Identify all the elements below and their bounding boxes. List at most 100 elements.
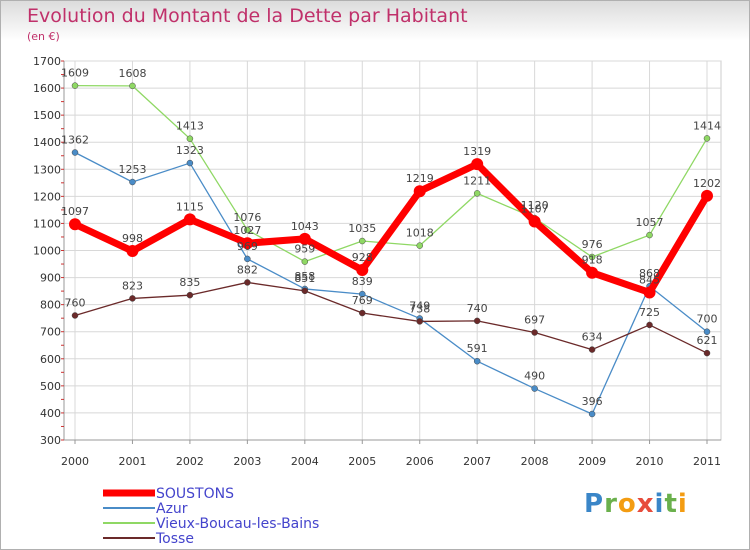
- data-point: [471, 158, 484, 171]
- x-tick-label: 2002: [176, 455, 204, 468]
- data-point: [244, 255, 251, 263]
- data-label: 823: [122, 279, 143, 292]
- data-label: 490: [524, 370, 545, 383]
- data-label: 1120: [521, 199, 549, 212]
- data-point: [186, 291, 194, 299]
- data-point: [643, 286, 656, 299]
- x-tick-label: 2005: [348, 455, 376, 468]
- data-point: [71, 312, 79, 319]
- data-label: 851: [294, 272, 315, 285]
- data-label: 749: [409, 299, 430, 312]
- data-label: 918: [582, 254, 603, 267]
- data-label: 769: [352, 294, 373, 307]
- data-point: [186, 135, 194, 142]
- series-line: [74, 151, 708, 415]
- data-label: 1018: [406, 227, 434, 240]
- data-label: 1043: [291, 220, 319, 233]
- data-point: [359, 309, 366, 317]
- data-label: 740: [467, 302, 488, 315]
- data-point: [701, 189, 713, 202]
- y-tick-label: 300: [40, 434, 61, 447]
- legend-label: SOUSTONS: [156, 486, 234, 502]
- y-tick-label: 1700: [33, 55, 61, 68]
- data-label: 634: [582, 331, 603, 344]
- data-label: 959: [294, 243, 315, 256]
- data-point: [646, 231, 653, 239]
- data-point: [71, 149, 79, 156]
- data-point: [71, 82, 79, 89]
- y-tick-label: 400: [40, 407, 61, 420]
- data-label: 697: [524, 314, 545, 327]
- data-label: 1211: [463, 174, 491, 187]
- series-line: [73, 160, 711, 296]
- y-tick-label: 700: [40, 326, 61, 339]
- data-label: 738: [409, 302, 430, 315]
- data-label: 396: [582, 395, 603, 408]
- data-point: [588, 253, 596, 261]
- series-line: [74, 84, 708, 263]
- data-label: 928: [352, 251, 373, 264]
- data-label: 1323: [176, 144, 204, 157]
- data-label: 760: [65, 296, 86, 309]
- x-tick-label: 2003: [233, 455, 261, 468]
- data-label: 1097: [61, 205, 89, 218]
- x-tick-label: 2010: [636, 455, 664, 468]
- y-tick-label: 500: [40, 380, 61, 393]
- data-label: 1362: [61, 134, 89, 147]
- data-label: 882: [237, 263, 258, 276]
- y-tick-label: 900: [40, 272, 61, 285]
- data-label: 998: [122, 232, 143, 245]
- chart-unit: (en €): [27, 30, 60, 43]
- proxiti-logo: Proxiti: [584, 489, 688, 519]
- data-point: [69, 218, 81, 231]
- data-point: [356, 263, 369, 276]
- x-tick-label: 2004: [291, 455, 319, 468]
- data-point: [586, 266, 599, 279]
- data-point: [416, 242, 423, 249]
- data-label: 725: [639, 306, 660, 319]
- data-label: 1027: [233, 224, 261, 237]
- data-point: [301, 258, 309, 265]
- x-tick-label: 2000: [61, 455, 89, 468]
- data-point: [703, 328, 711, 335]
- data-point: [703, 135, 711, 142]
- series-line: [74, 281, 708, 354]
- data-label: 868: [639, 267, 660, 280]
- data-point: [183, 213, 196, 226]
- data-point: [416, 318, 423, 325]
- data-point: [646, 321, 653, 329]
- y-tick-label: 1400: [33, 136, 61, 149]
- legend-label: Tosse: [155, 531, 194, 547]
- data-point: [298, 232, 311, 245]
- data-label: 621: [697, 334, 718, 347]
- data-point: [473, 190, 481, 197]
- data-point: [359, 237, 366, 245]
- data-point: [186, 159, 194, 167]
- data-label: 1219: [406, 172, 434, 185]
- y-tick-label: 1500: [33, 109, 61, 122]
- legend-label: Vieux-Boucau-les-Bains: [156, 516, 319, 532]
- data-label: 1107: [521, 203, 549, 216]
- x-tick-label: 2009: [578, 455, 606, 468]
- data-label: 976: [582, 238, 603, 251]
- data-label: 1035: [348, 222, 376, 235]
- data-label: 969: [237, 240, 258, 253]
- data-point: [531, 385, 538, 392]
- data-point: [301, 287, 309, 295]
- x-tick-label: 2008: [521, 455, 549, 468]
- data-point: [126, 245, 139, 258]
- x-tick-label: 2001: [118, 455, 146, 468]
- data-point: [473, 317, 481, 325]
- data-point: [129, 82, 136, 90]
- data-label: 839: [352, 275, 373, 288]
- y-tick-label: 600: [40, 353, 61, 366]
- data-point: [244, 279, 251, 286]
- data-point: [588, 346, 596, 353]
- data-point: [588, 410, 596, 418]
- data-label: 1057: [636, 216, 664, 229]
- data-label: 591: [467, 342, 488, 355]
- data-point: [129, 178, 136, 186]
- data-label: 858: [294, 270, 315, 283]
